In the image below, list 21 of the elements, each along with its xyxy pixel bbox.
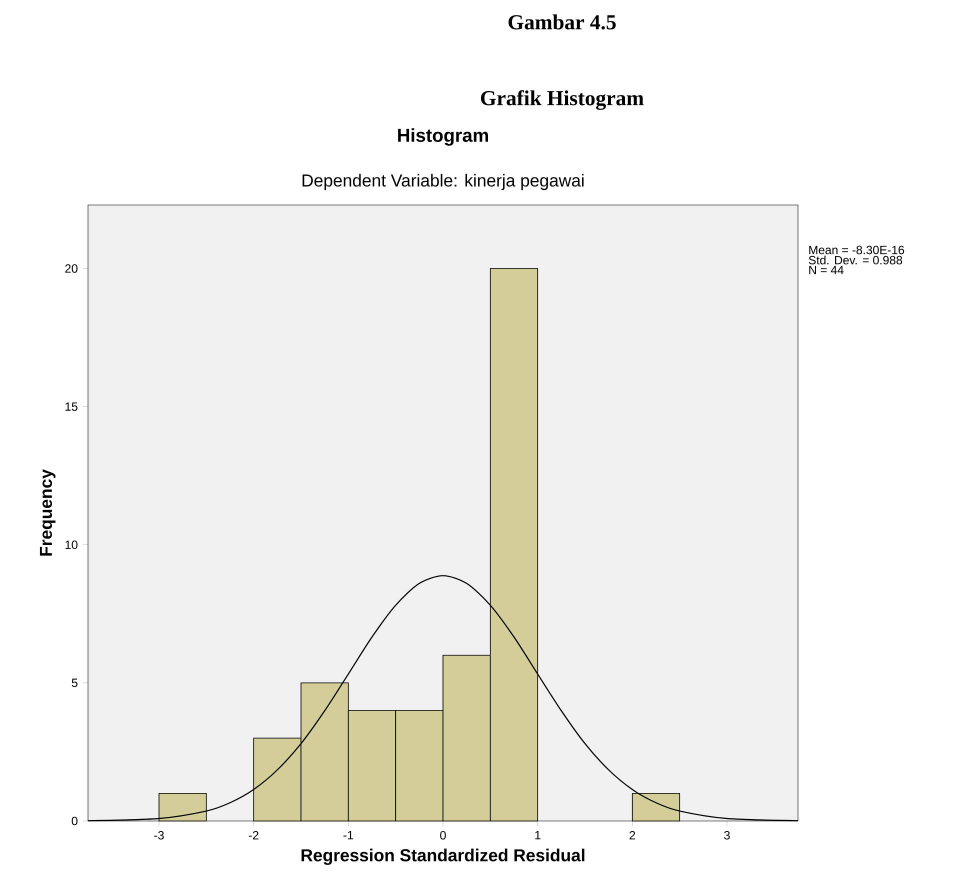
chart-title: Histogram <box>398 128 488 146</box>
text: Std. Dev. = 0.988 <box>808 256 902 264</box>
chart-subtitle: Dependent Variable: kinerja pegawai <box>302 174 584 190</box>
text: N = 44 <box>809 266 844 274</box>
y-tick-label: 15 <box>66 402 78 411</box>
text: Mean = -8.30E-16 <box>809 246 904 254</box>
text: Gambar 4.5 <box>508 14 616 30</box>
x-tick-label: -3 <box>154 831 164 840</box>
x-axis-title: Regression Standardized Residual <box>302 848 584 865</box>
y-tick-label: 10 <box>66 540 78 550</box>
y-tick-label: 5 <box>72 678 78 688</box>
y-tick-label: 0 <box>72 816 78 826</box>
x-tick-label: 3 <box>724 831 730 840</box>
x-tick-label: -2 <box>248 831 258 840</box>
x-tick-label: 2 <box>630 831 636 840</box>
x-tick-label: 0 <box>440 831 446 840</box>
x-tick-label: -1 <box>344 831 354 840</box>
text: Grafik Histogram <box>480 90 644 110</box>
x-tick-label: 1 <box>535 831 540 840</box>
y-tick-label: 20 <box>65 264 78 273</box>
y-axis-title: Frequency <box>40 469 56 556</box>
